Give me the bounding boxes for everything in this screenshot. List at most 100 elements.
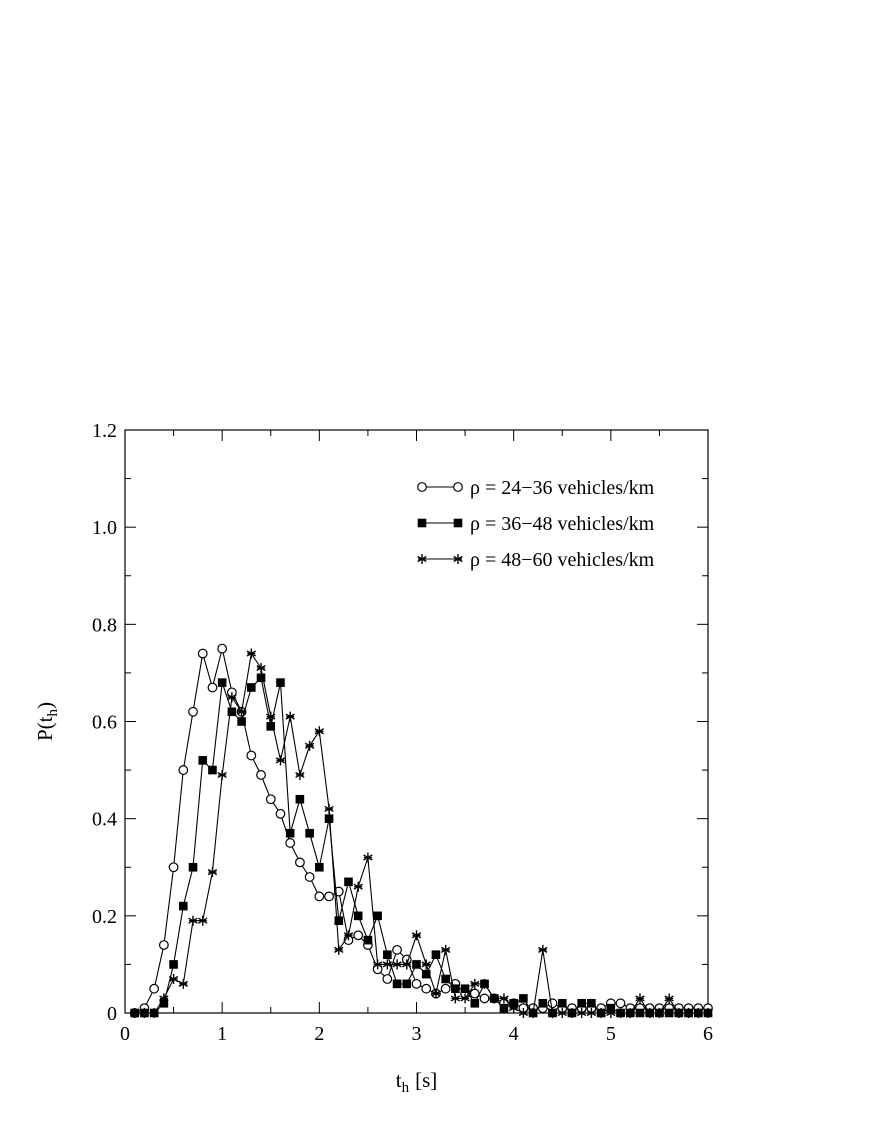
data-point xyxy=(149,1008,159,1018)
data-point xyxy=(431,950,441,959)
legend: ρ = 24−36 vehicles/km ρ = 36−48 vehicles/… xyxy=(417,477,655,571)
data-point xyxy=(295,769,305,780)
data-point xyxy=(285,711,295,722)
data-point xyxy=(315,862,324,872)
series-line xyxy=(134,676,708,1014)
data-point xyxy=(324,814,334,823)
legend-marker xyxy=(453,554,463,564)
data-point xyxy=(246,750,257,761)
axes: 0 1 2 3 4 5 6 0 0.2 0.4 0.6 0.8 1.0 1.2 xyxy=(92,420,713,1045)
data-point xyxy=(130,1008,140,1018)
data-point xyxy=(353,881,363,892)
legend-entry-2: ρ = 36−48 vehicles/km xyxy=(417,513,655,535)
legend-label: ρ = 48−60 vehicles/km xyxy=(470,549,655,571)
data-point xyxy=(693,1008,703,1018)
data-point xyxy=(285,838,296,848)
series-1 xyxy=(129,643,713,1018)
y-tick-label: 1.2 xyxy=(92,420,117,442)
data-point xyxy=(207,682,218,693)
legend-label: ρ = 36−48 vehicles/km xyxy=(470,513,655,535)
data-point xyxy=(606,1008,616,1018)
data-point xyxy=(208,765,217,775)
data-point xyxy=(168,862,179,873)
data-point xyxy=(383,950,392,959)
x-axis-label-main: t xyxy=(396,1068,402,1092)
data-point xyxy=(615,998,626,1009)
data-point xyxy=(334,944,344,955)
y-axis-label-main: P(t xyxy=(33,716,57,741)
data-point xyxy=(256,770,266,780)
data-point xyxy=(392,959,402,970)
data-point xyxy=(159,993,169,1004)
data-point xyxy=(276,678,285,687)
legend-label: ρ = 24−36 vehicles/km xyxy=(470,477,655,499)
series-2 xyxy=(130,673,713,1018)
data-point xyxy=(538,998,548,1008)
data-point xyxy=(324,891,334,902)
data-point xyxy=(440,944,451,955)
data-point xyxy=(674,1008,684,1018)
y-tick-label: 0.4 xyxy=(92,809,117,831)
data-point xyxy=(198,756,208,765)
data-point xyxy=(304,740,315,751)
y-tick-label: 0.8 xyxy=(92,614,117,636)
data-point xyxy=(402,979,412,989)
legend-marker xyxy=(453,482,463,492)
x-tick-label: 6 xyxy=(703,1023,713,1045)
data-point xyxy=(683,1008,694,1018)
y-axis-label: P(th) xyxy=(33,702,61,741)
data-point xyxy=(596,1008,606,1018)
y-tick-label: 0 xyxy=(107,1003,117,1025)
data-point xyxy=(266,711,276,722)
data-point xyxy=(392,979,402,989)
data-point xyxy=(217,678,227,687)
data-point xyxy=(275,755,286,766)
y-axis-label-sub: h xyxy=(45,708,61,716)
data-point xyxy=(470,978,480,989)
x-tick-label: 3 xyxy=(412,1023,422,1045)
series-layer xyxy=(129,643,713,1018)
legend-marker xyxy=(417,482,427,492)
data-point xyxy=(363,935,373,945)
data-point xyxy=(246,648,256,659)
data-point xyxy=(304,872,315,882)
data-point xyxy=(402,959,412,970)
data-point xyxy=(460,984,470,994)
data-point xyxy=(179,901,188,911)
data-point xyxy=(547,998,558,1009)
y-axis-label-close: ) xyxy=(33,702,57,709)
data-point xyxy=(217,643,228,654)
data-point xyxy=(499,993,509,1004)
data-point xyxy=(266,722,276,731)
data-point xyxy=(587,998,596,1008)
data-point xyxy=(227,707,237,717)
data-point xyxy=(431,988,441,999)
data-point xyxy=(285,828,295,838)
data-point xyxy=(149,983,160,994)
data-point xyxy=(247,683,256,692)
data-point xyxy=(635,1008,645,1018)
x-tick-label: 5 xyxy=(606,1023,616,1045)
data-point xyxy=(479,978,490,989)
data-point xyxy=(314,891,325,902)
data-point xyxy=(664,1008,674,1018)
series-line xyxy=(134,652,708,1014)
data-point xyxy=(499,1003,509,1013)
data-point xyxy=(470,998,480,1008)
data-point xyxy=(645,1008,655,1018)
data-point xyxy=(615,1008,626,1018)
data-point xyxy=(421,969,431,979)
data-point xyxy=(441,974,450,984)
data-point xyxy=(654,1008,665,1018)
data-point xyxy=(577,998,586,1008)
x-tick-label: 2 xyxy=(314,1023,324,1045)
data-point xyxy=(305,828,314,838)
data-point xyxy=(392,944,402,955)
data-point xyxy=(411,930,422,941)
series-3 xyxy=(130,648,713,1018)
data-point xyxy=(324,803,334,814)
data-point xyxy=(168,973,179,984)
data-point xyxy=(363,852,373,863)
data-point xyxy=(421,983,432,994)
